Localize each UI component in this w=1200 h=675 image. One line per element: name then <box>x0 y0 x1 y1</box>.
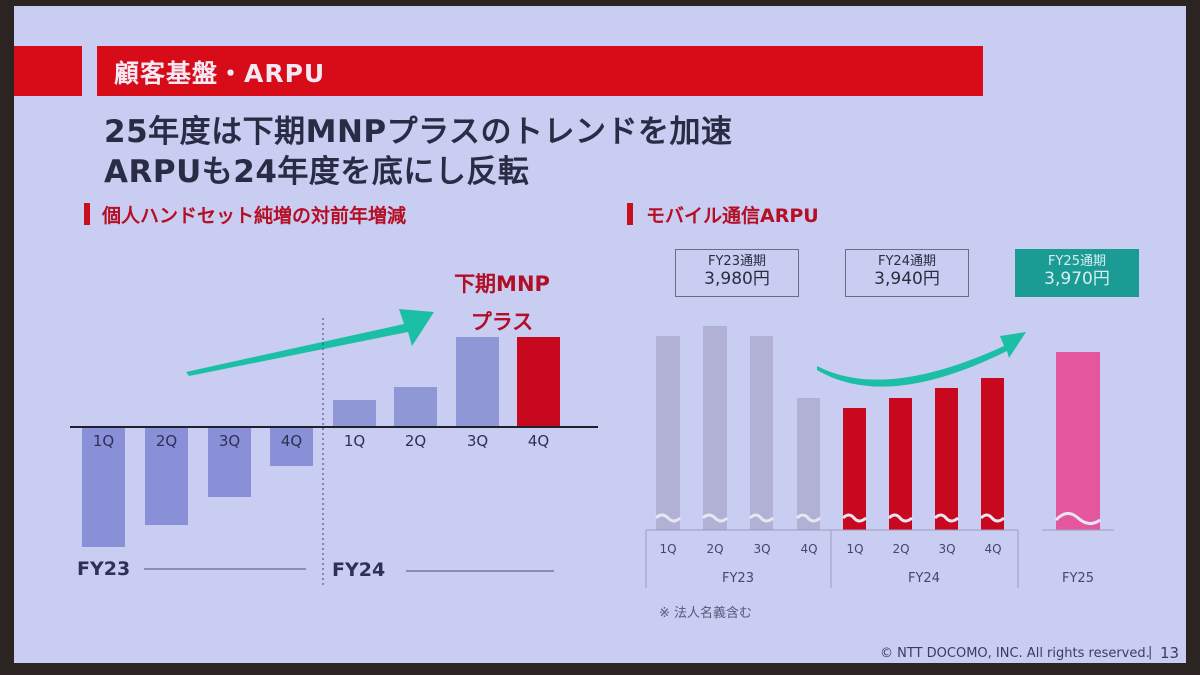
q-label: 1Q <box>659 542 677 556</box>
headline-line-1: 25年度は下期MNPプラスのトレンドを加速 <box>104 114 733 150</box>
q-label: 3Q <box>938 542 956 556</box>
axis-break-marks <box>654 512 1101 525</box>
headline-line-2: ARPUも24年度を底にし反転 <box>104 154 530 190</box>
q-label: 4Q <box>800 542 818 556</box>
footnote: ※ 法人名義含む <box>659 606 753 621</box>
q-label: 1Q <box>343 432 366 450</box>
box-period: FY23通期 <box>708 254 766 269</box>
q-label: 3Q <box>753 542 771 556</box>
header-bar <box>97 46 983 96</box>
q-label: 3Q <box>466 432 489 450</box>
fy-label: FY24 <box>332 559 386 581</box>
slide: 顧客基盤・ARPU 25年度は下期MNPプラスのトレンドを加速 ARPUも24年… <box>14 6 1186 663</box>
q-label: 4Q <box>984 542 1002 556</box>
left-chart <box>70 309 1114 588</box>
header-accent-block <box>14 46 82 96</box>
mnp-annotation-line-1: 下期MNP <box>454 272 550 296</box>
q-label: 4Q <box>527 432 550 450</box>
trend-arrow-icon <box>186 309 434 376</box>
q-label: 2Q <box>404 432 427 450</box>
q-label: 2Q <box>892 542 910 556</box>
box-period: FY25通期 <box>1048 254 1106 269</box>
q-label: 3Q <box>218 432 241 450</box>
page-number: 13 <box>1160 644 1180 662</box>
box-period: FY24通期 <box>878 254 936 269</box>
mnp-annotation-line-2: プラス <box>470 310 534 334</box>
q-label: 1Q <box>92 432 115 450</box>
fy23-arpu-box: FY23通期 3,980円 <box>675 249 799 297</box>
fy-label: FY25 <box>1062 571 1094 586</box>
fy25-arpu-box: FY25通期 3,970円 <box>1015 249 1139 297</box>
fy-label: FY23 <box>722 571 754 586</box>
fy-label: FY23 <box>77 558 131 580</box>
section-marker <box>84 203 90 225</box>
footer-separator: | <box>1148 645 1153 660</box>
fy24-arpu-box: FY24通期 3,940円 <box>845 249 969 297</box>
q-label: 2Q <box>706 542 724 556</box>
box-value: 3,970円 <box>1044 269 1110 289</box>
fy-label: FY24 <box>908 571 940 586</box>
right-section-title: モバイル通信ARPU <box>646 205 819 227</box>
box-value: 3,980円 <box>704 269 770 289</box>
left-section-title: 個人ハンドセット純増の対前年増減 <box>102 205 407 227</box>
box-value: 3,940円 <box>874 269 940 289</box>
q-label: 1Q <box>846 542 864 556</box>
q-label: 2Q <box>155 432 178 450</box>
section-marker <box>627 203 633 225</box>
arc-arrow-icon <box>817 332 1026 387</box>
q-label: 4Q <box>280 432 303 450</box>
slide-title: 顧客基盤・ARPU <box>114 59 326 88</box>
copyright: © NTT DOCOMO, INC. All rights reserved. <box>880 646 1150 661</box>
